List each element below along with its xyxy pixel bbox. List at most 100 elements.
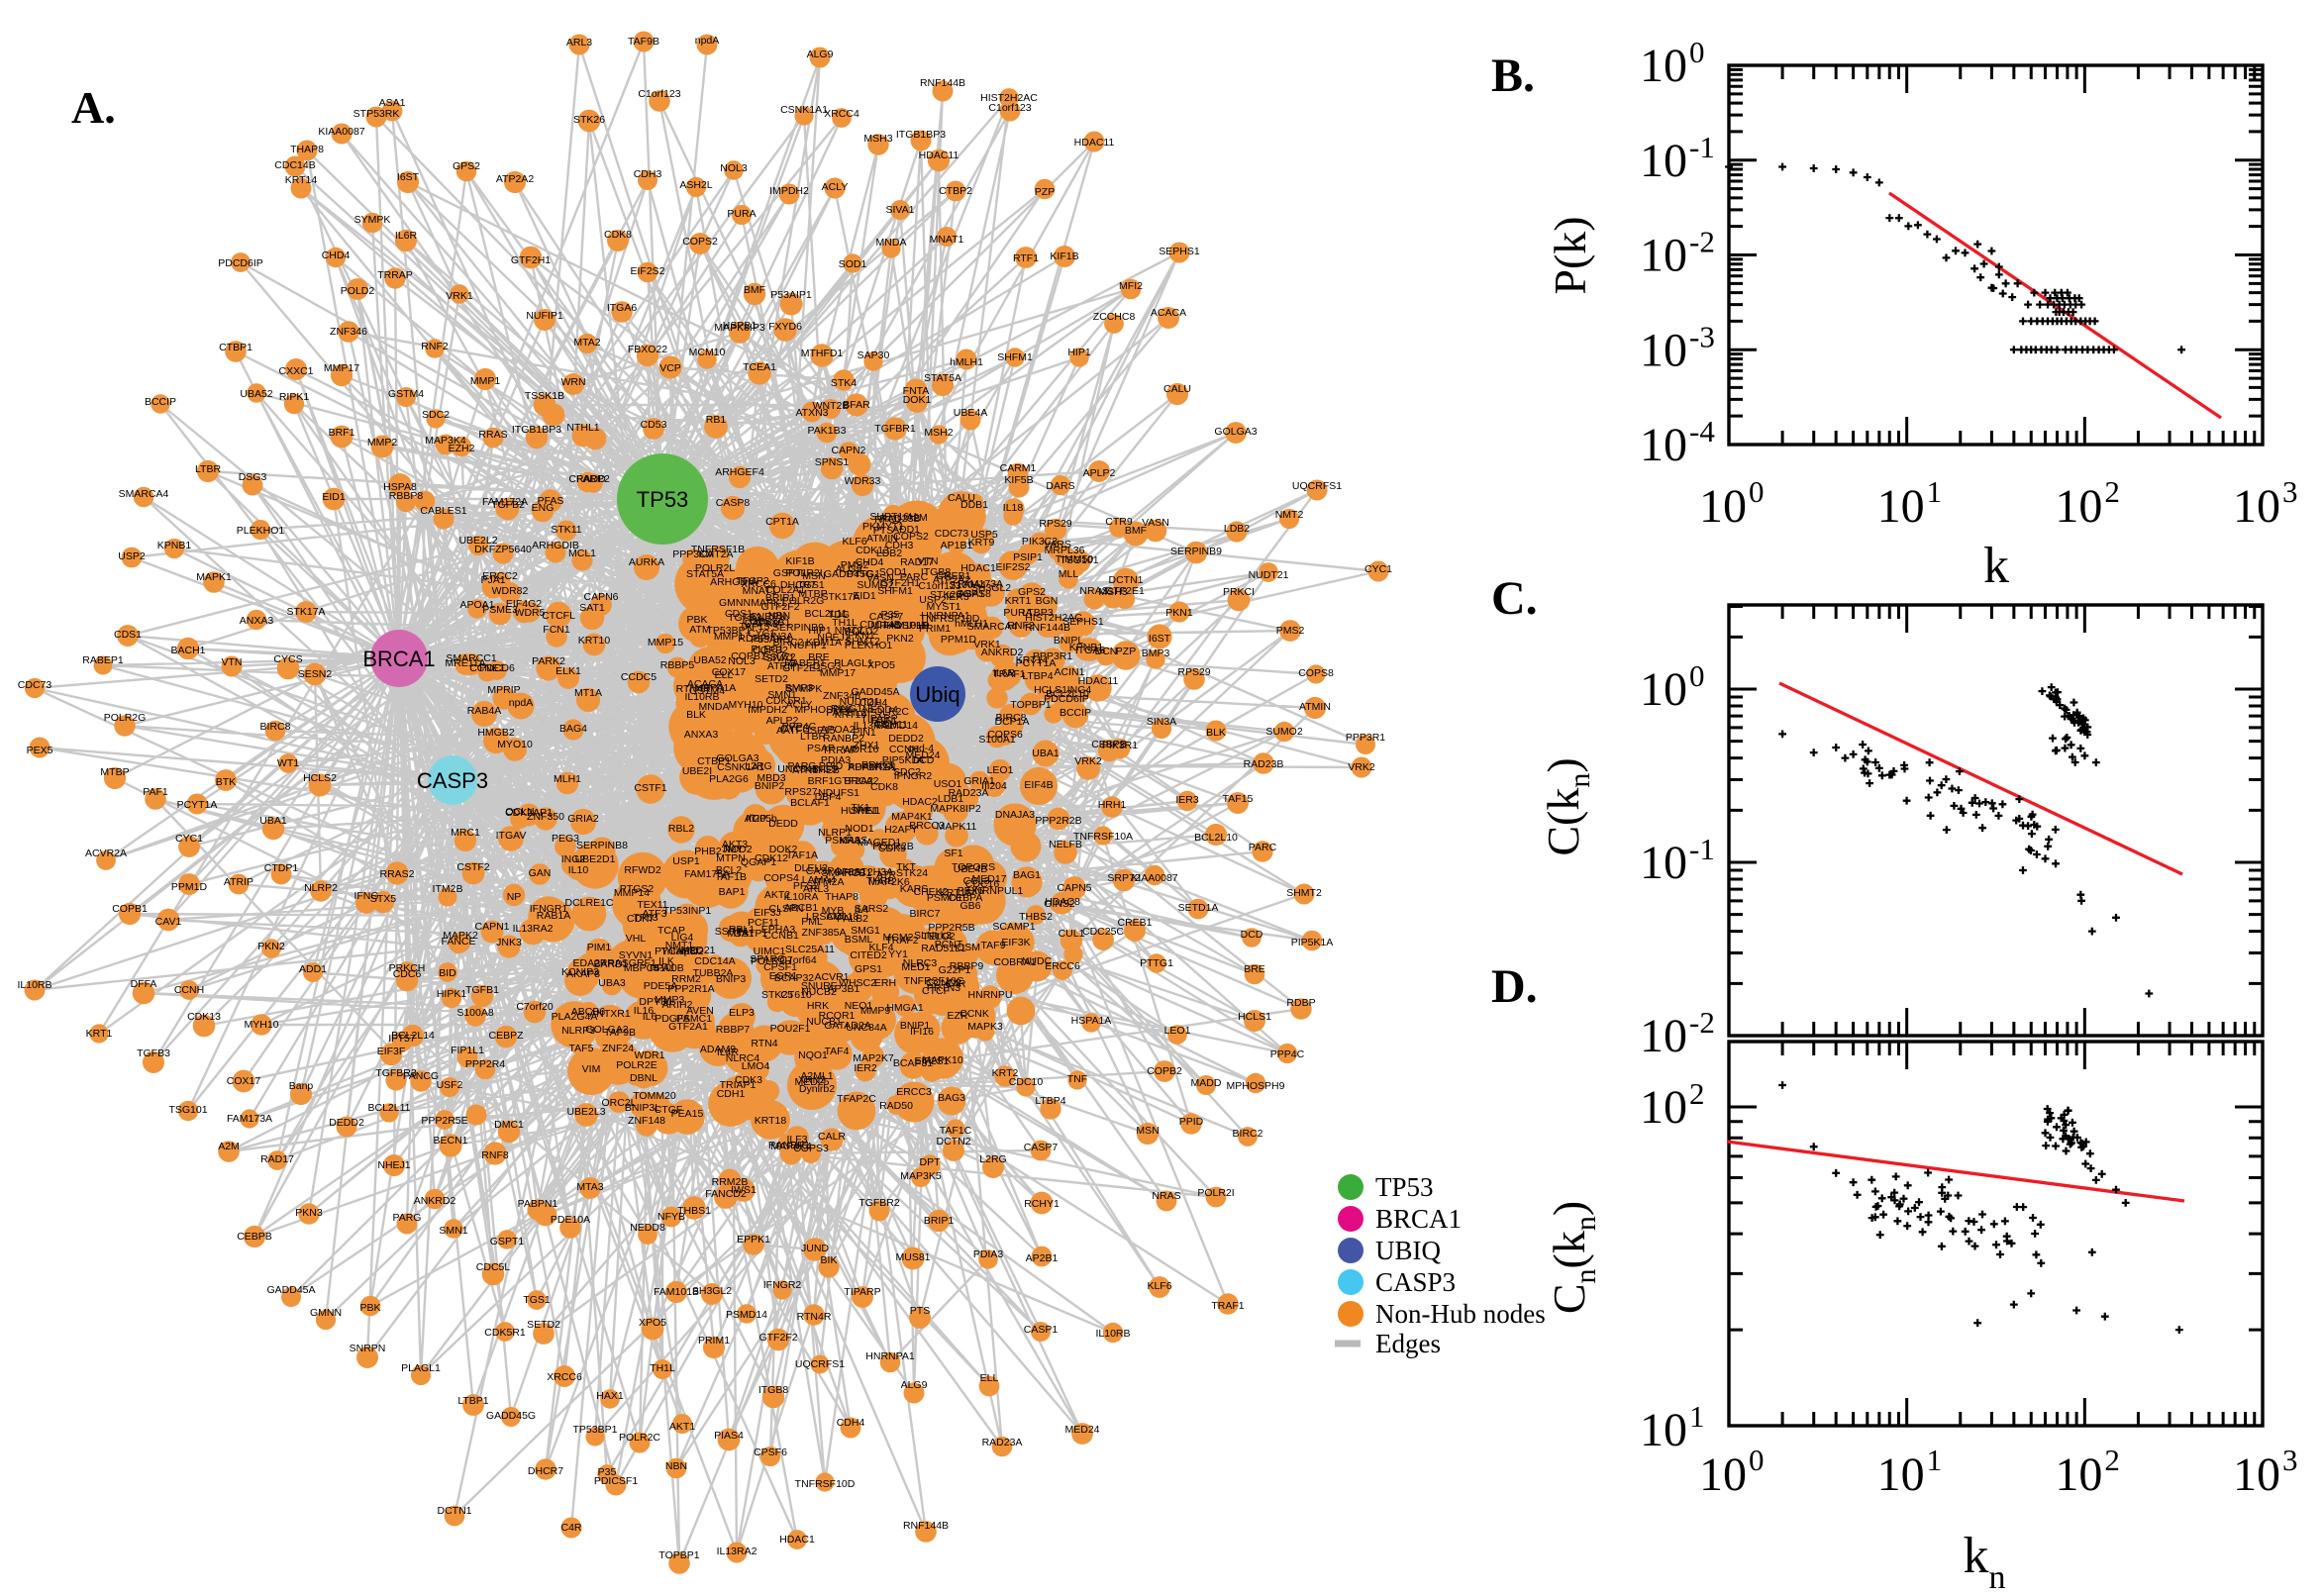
svg-text:UBE2L2: UBE2L2 [458, 535, 497, 547]
svg-text:MPHOSPH9: MPHOSPH9 [871, 620, 930, 632]
svg-text:PIM1: PIM1 [587, 942, 612, 953]
svg-text:VCP: VCP [659, 362, 681, 374]
svg-text:MAP4K4: MAP4K4 [770, 1141, 812, 1152]
svg-text:RPS27: RPS27 [784, 786, 817, 798]
svg-text:CREB1: CREB1 [1117, 917, 1152, 929]
svg-text:SMN1: SMN1 [767, 689, 796, 701]
svg-text:IFNGR1: IFNGR1 [530, 903, 568, 915]
svg-text:TIMM50: TIMM50 [1056, 553, 1094, 565]
svg-text:GRIA1: GRIA1 [963, 775, 995, 787]
svg-text:DARS: DARS [1046, 480, 1074, 492]
svg-text:FXYD6: FXYD6 [768, 321, 802, 333]
svg-text:ZHX1: ZHX1 [854, 740, 880, 751]
svg-text:POLR2B: POLR2B [872, 841, 913, 852]
svg-text:SYMPK: SYMPK [786, 683, 823, 695]
svg-text:GMNN: GMNN [310, 1307, 342, 1319]
svg-text:EZR: EZR [948, 1010, 968, 1022]
svg-text:ATIP: ATIP [745, 813, 767, 825]
svg-text:TFAP2C: TFAP2C [837, 1093, 876, 1105]
svg-text:PABPN1: PABPN1 [518, 1198, 558, 1210]
svg-text:MMP17: MMP17 [324, 362, 359, 374]
svg-text:COPB1: COPB1 [112, 903, 148, 915]
svg-text:GAN: GAN [529, 867, 552, 879]
svg-text:PEG3: PEG3 [552, 833, 579, 845]
svg-text:RCOR1: RCOR1 [819, 1010, 856, 1022]
svg-text:CDK5R1: CDK5R1 [484, 1327, 526, 1339]
svg-text:TSG101: TSG101 [168, 1104, 207, 1116]
svg-text:SF1: SF1 [944, 848, 962, 859]
svg-text:JMY: JMY [723, 844, 744, 855]
svg-text:TGFB3: TGFB3 [137, 1047, 170, 1059]
svg-text:VRK2: VRK2 [1074, 755, 1102, 767]
svg-text:LDB1: LDB1 [938, 793, 963, 805]
svg-text:SOD1: SOD1 [879, 566, 908, 578]
svg-text:CASP4: CASP4 [806, 865, 841, 877]
svg-text:MAGED1: MAGED1 [858, 837, 902, 848]
svg-text:WDR16: WDR16 [843, 744, 879, 755]
svg-text:UBA1: UBA1 [1032, 748, 1060, 759]
svg-text:FANCD2: FANCD2 [705, 1188, 747, 1200]
svg-text:DBNL: DBNL [630, 1072, 657, 1084]
svg-text:TP53: TP53 [1375, 1172, 1434, 1202]
svg-text:RIPK1: RIPK1 [279, 391, 310, 403]
svg-text:PCYT1A: PCYT1A [177, 799, 218, 811]
svg-text:CCNH: CCNH [889, 744, 919, 755]
svg-text:CAV1: CAV1 [155, 916, 182, 928]
svg-text:SETD2: SETD2 [755, 673, 788, 685]
svg-text:10: 10 [1877, 1448, 1925, 1501]
svg-text:VARS: VARS [1044, 539, 1071, 550]
svg-text:COX17: COX17 [227, 1075, 261, 1087]
svg-text:PCYT1A: PCYT1A [1016, 657, 1057, 669]
svg-text:SAT1: SAT1 [579, 602, 605, 614]
svg-text:npdA: npdA [509, 697, 534, 709]
svg-text:TOPBP1: TOPBP1 [1010, 699, 1051, 711]
svg-text:S100A8: S100A8 [456, 1007, 494, 1019]
svg-text:10: 10 [1699, 1448, 1747, 1501]
svg-text:NMT2: NMT2 [835, 625, 863, 637]
svg-text:HIP1: HIP1 [808, 625, 832, 637]
svg-text:HNRNPU: HNRNPU [968, 989, 1013, 1001]
svg-text:MMP15: MMP15 [648, 637, 683, 648]
svg-text:NBN: NBN [665, 1460, 687, 1472]
svg-text:SERPINB9: SERPINB9 [1170, 546, 1222, 557]
svg-text:TGFB3: TGFB3 [728, 612, 761, 624]
svg-text:TUBB2A: TUBB2A [693, 967, 734, 979]
svg-text:TGFBR1: TGFBR1 [874, 423, 916, 435]
svg-text:EPPK1: EPPK1 [737, 1234, 770, 1246]
svg-text:RANBP2: RANBP2 [823, 733, 864, 745]
svg-text:RAD17: RAD17 [900, 556, 934, 568]
svg-text:TP53BP1: TP53BP1 [707, 625, 752, 637]
svg-text:COBRA1: COBRA1 [993, 956, 1036, 968]
svg-text:C4R: C4R [560, 1522, 581, 1534]
svg-text:0: 0 [1749, 1443, 1765, 1477]
svg-text:LDB2: LDB2 [1224, 523, 1250, 535]
svg-text:EIF3F: EIF3F [377, 1046, 406, 1057]
svg-text:UNC84A: UNC84A [846, 1022, 886, 1034]
svg-text:IER3: IER3 [1175, 794, 1199, 806]
svg-text:TNFRSF10D: TNFRSF10D [795, 1478, 856, 1490]
svg-text:PZP: PZP [1035, 186, 1055, 198]
svg-text:RPS29: RPS29 [1039, 518, 1071, 530]
svg-text:SNRPN: SNRPN [751, 611, 787, 623]
svg-text:SUPT16H: SUPT16H [869, 511, 916, 523]
svg-text:AURKA: AURKA [629, 556, 664, 568]
svg-text:EGR1: EGR1 [769, 970, 798, 982]
svg-text:ATRIP: ATRIP [224, 876, 253, 888]
svg-text:CDS1: CDS1 [114, 629, 142, 641]
svg-text:LMO4: LMO4 [742, 1060, 770, 1072]
svg-text:10: 10 [2055, 1448, 2102, 1501]
svg-text:FIP1L1: FIP1L1 [451, 1045, 484, 1056]
svg-text:ERH: ERH [874, 977, 896, 989]
svg-text:POLD2: POLD2 [341, 285, 375, 297]
svg-text:GINS2: GINS2 [1044, 898, 1075, 910]
svg-text:SYVN1: SYVN1 [619, 949, 654, 961]
svg-text:10: 10 [2233, 480, 2280, 533]
svg-text:WHSC2: WHSC2 [839, 977, 876, 989]
svg-text:NUDT21: NUDT21 [1249, 569, 1289, 581]
svg-text:10: 10 [1699, 480, 1747, 533]
svg-text:MTPN: MTPN [716, 852, 746, 864]
svg-text:ATMIN: ATMIN [1299, 701, 1331, 713]
svg-text:ATP2A2: ATP2A2 [933, 574, 970, 586]
svg-text:PARP2: PARP2 [576, 473, 610, 485]
svg-text:SUMO2: SUMO2 [857, 579, 894, 591]
